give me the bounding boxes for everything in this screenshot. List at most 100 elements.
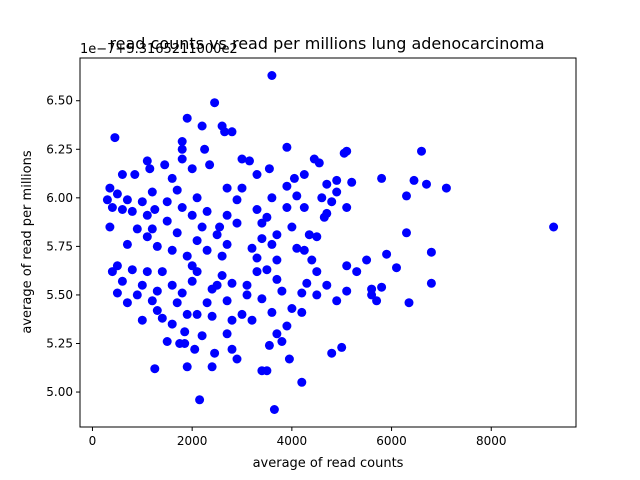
y-tick-label: 6.00: [46, 191, 73, 205]
data-point: [257, 234, 267, 244]
data-point: [282, 181, 292, 191]
data-point: [152, 286, 162, 296]
data-point: [237, 183, 247, 193]
data-point: [187, 261, 197, 271]
data-point: [322, 179, 332, 189]
data-point: [122, 195, 132, 205]
data-point: [182, 309, 192, 319]
data-point: [227, 344, 237, 354]
data-point: [362, 255, 372, 265]
data-point: [272, 230, 282, 240]
x-tick-label: 6000: [376, 434, 407, 448]
data-point: [312, 232, 322, 242]
data-point: [187, 276, 197, 286]
data-point: [342, 203, 352, 212]
data-point: [195, 395, 205, 405]
data-point: [110, 133, 120, 143]
data-point: [282, 142, 292, 152]
data-point: [257, 294, 267, 304]
data-point: [105, 222, 115, 232]
data-point: [247, 243, 257, 253]
data-point: [147, 224, 157, 234]
data-point: [197, 331, 207, 341]
data-point: [177, 144, 187, 154]
data-point: [422, 179, 431, 189]
data-point: [277, 286, 287, 296]
data-point: [210, 348, 220, 358]
data-point: [339, 148, 349, 158]
data-point: [167, 280, 177, 290]
data-point: [337, 342, 347, 352]
data-point: [177, 203, 187, 212]
data-point: [222, 183, 232, 193]
data-point: [277, 337, 287, 346]
y-offset-label: 1e−7+5.3165211000e2: [80, 42, 238, 57]
data-point: [182, 113, 192, 123]
data-point: [222, 210, 232, 220]
data-point: [284, 354, 294, 364]
data-point: [182, 251, 192, 261]
data-point: [215, 222, 225, 232]
data-point: [272, 274, 282, 284]
data-point: [242, 290, 252, 300]
data-point: [167, 173, 177, 183]
data-point: [302, 278, 312, 288]
data-point: [342, 286, 352, 296]
data-point: [372, 296, 382, 306]
data-point: [237, 309, 247, 319]
data-point: [402, 228, 411, 238]
data-point: [319, 212, 329, 222]
data-point: [167, 245, 177, 255]
data-point: [132, 224, 142, 234]
data-point: [222, 239, 232, 249]
data-point: [132, 290, 142, 300]
data-point: [377, 173, 387, 183]
x-tick-label: 8000: [476, 434, 507, 448]
data-point: [367, 290, 377, 300]
data-point: [137, 197, 147, 207]
data-point: [417, 146, 426, 156]
data-point: [152, 241, 162, 251]
data-point: [117, 276, 127, 286]
data-point: [157, 267, 167, 277]
data-point: [441, 183, 451, 193]
data-point: [297, 307, 307, 317]
data-point: [267, 307, 277, 317]
y-tick-label: 5.25: [46, 336, 73, 350]
data-point: [172, 298, 182, 308]
data-point: [180, 339, 190, 348]
data-point: [160, 160, 170, 170]
data-point: [267, 239, 277, 249]
data-point: [347, 177, 357, 187]
data-point: [122, 239, 132, 249]
data-point: [242, 280, 252, 290]
data-point: [312, 290, 322, 300]
data-point: [222, 296, 232, 306]
data-point: [267, 193, 277, 203]
data-point: [377, 282, 387, 292]
data-point: [352, 267, 362, 277]
data-point: [287, 304, 297, 313]
data-point: [162, 197, 172, 207]
data-point: [142, 156, 152, 166]
data-point: [304, 230, 314, 240]
data-point: [426, 278, 436, 288]
data-point: [210, 98, 220, 108]
data-point: [272, 329, 282, 339]
data-point: [227, 278, 237, 288]
data-point: [549, 222, 559, 232]
data-point: [190, 344, 200, 354]
data-point: [105, 183, 115, 193]
data-point: [404, 298, 414, 308]
data-point: [197, 222, 207, 232]
data-point: [122, 298, 132, 308]
data-point: [262, 265, 272, 275]
data-point: [192, 193, 202, 203]
data-point: [292, 191, 302, 201]
y-tick-label: 5.50: [46, 288, 73, 302]
data-point: [187, 210, 197, 220]
data-point: [202, 298, 212, 308]
data-point: [257, 218, 267, 228]
